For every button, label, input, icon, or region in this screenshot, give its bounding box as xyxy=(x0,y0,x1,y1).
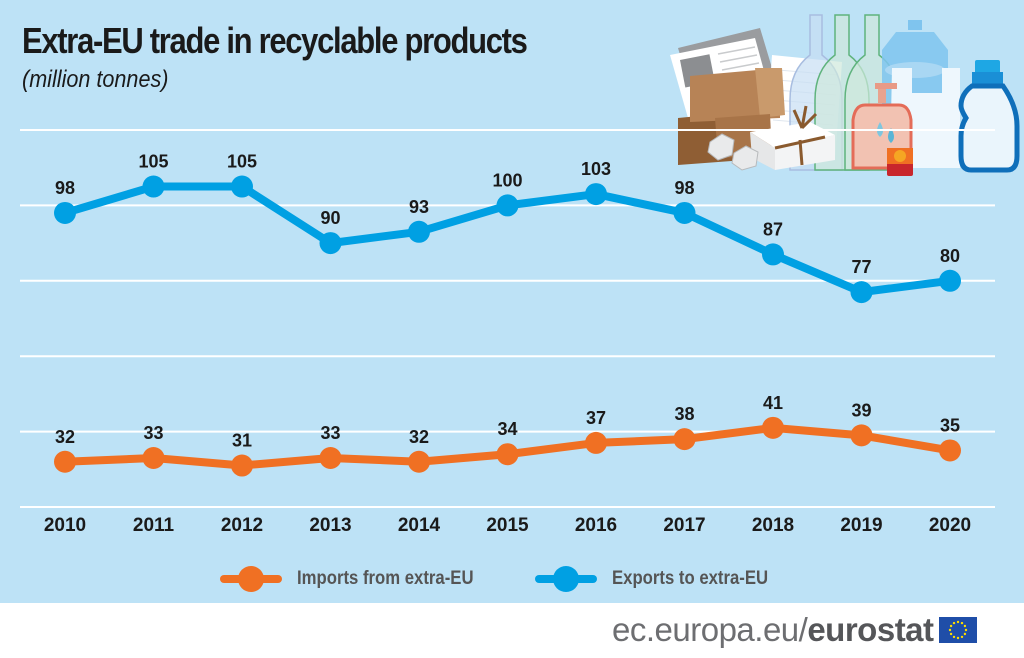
paper-bundle-icon xyxy=(750,105,835,170)
data-label: 77 xyxy=(851,257,871,277)
x-tick-label: 2020 xyxy=(929,515,971,536)
data-point[interactable] xyxy=(408,450,430,473)
data-label: 98 xyxy=(55,178,75,198)
data-label: 80 xyxy=(940,246,960,266)
data-label: 32 xyxy=(55,427,75,447)
footer: ec.europa.eu/eurostat xyxy=(612,610,977,650)
x-tick-label: 2010 xyxy=(44,515,86,536)
chart-title: Extra-EU trade in recyclable products xyxy=(22,20,528,61)
source-brand: eurostat xyxy=(807,611,934,648)
x-axis-tick-labels: 2010 2011 2012 2013 2014 2015 2016 2017 2018 2019… xyxy=(44,515,971,536)
data-point[interactable] xyxy=(54,201,76,224)
x-tick-label: 2011 xyxy=(133,515,175,536)
data-point[interactable] xyxy=(319,232,342,255)
eu-flag-icon xyxy=(938,617,977,643)
data-point[interactable] xyxy=(850,281,873,304)
data-label: 100 xyxy=(492,170,522,190)
data-point[interactable] xyxy=(496,194,519,217)
data-label: 93 xyxy=(409,197,429,217)
data-label: 33 xyxy=(320,423,340,443)
data-point[interactable] xyxy=(762,243,784,266)
data-point[interactable] xyxy=(585,431,607,454)
data-label: 90 xyxy=(320,208,340,228)
data-point[interactable] xyxy=(231,175,253,198)
x-tick-label: 2017 xyxy=(663,515,705,536)
data-label: 87 xyxy=(763,219,783,239)
data-point[interactable] xyxy=(408,220,430,243)
legend-item-exports[interactable]: Exports to extra-EU xyxy=(535,564,789,594)
data-point[interactable] xyxy=(142,446,165,469)
data-point[interactable] xyxy=(142,175,165,198)
x-tick-label: 2015 xyxy=(486,515,529,536)
x-tick-label: 2013 xyxy=(309,515,351,536)
data-point[interactable] xyxy=(585,183,607,206)
data-point[interactable] xyxy=(673,201,696,224)
legend-label-imports: Imports from extra-EU xyxy=(297,568,474,589)
chart-subtitle: (million tonnes) xyxy=(22,66,169,93)
series-exports: 98 105 105 90 93 100 103 98 87 77 80 xyxy=(54,152,961,304)
legend-swatch-exports xyxy=(535,564,597,594)
data-label: 39 xyxy=(851,400,871,420)
data-label: 37 xyxy=(586,408,606,428)
source-link[interactable]: ec.europa.eu/eurostat xyxy=(612,611,934,649)
data-label: 35 xyxy=(940,415,960,435)
data-label: 38 xyxy=(674,404,694,424)
x-tick-label: 2012 xyxy=(221,515,263,536)
data-label: 41 xyxy=(763,393,783,413)
data-point[interactable] xyxy=(231,454,253,477)
x-tick-label: 2016 xyxy=(575,515,617,536)
data-label: 103 xyxy=(581,159,611,179)
data-label: 32 xyxy=(409,427,429,447)
legend-swatch-imports xyxy=(220,564,282,594)
data-label: 105 xyxy=(138,152,168,172)
data-point[interactable] xyxy=(939,269,961,292)
data-point[interactable] xyxy=(673,428,696,451)
data-point[interactable] xyxy=(496,443,519,466)
recyclables-illustration xyxy=(670,14,1020,176)
data-label: 31 xyxy=(232,431,252,451)
data-label: 33 xyxy=(143,423,163,443)
source-url-prefix: ec.europa.eu/ xyxy=(612,611,808,648)
x-tick-label: 2014 xyxy=(398,515,441,536)
crumpled-paper-icon xyxy=(707,133,759,171)
x-tick-label: 2018 xyxy=(752,515,794,536)
data-point[interactable] xyxy=(939,439,961,462)
x-tick-label: 2019 xyxy=(840,515,882,536)
data-point[interactable] xyxy=(319,446,342,469)
data-label: 105 xyxy=(227,152,257,172)
line-chart: 32 33 31 33 32 34 37 38 41 39 35 98 105 105 90 93 100 10… xyxy=(20,129,995,536)
series-imports: 32 33 31 33 32 34 37 38 41 39 35 xyxy=(54,393,961,477)
legend: Imports from extra-EU Exports to extra-E… xyxy=(0,564,1024,594)
data-point[interactable] xyxy=(54,450,76,473)
legend-label-exports: Exports to extra-EU xyxy=(612,568,769,589)
legend-item-imports[interactable]: Imports from extra-EU xyxy=(220,564,498,594)
data-point[interactable] xyxy=(850,424,873,447)
detergent-bottle-icon xyxy=(958,60,1020,173)
data-label: 98 xyxy=(674,178,694,198)
data-point[interactable] xyxy=(762,416,784,439)
data-label: 34 xyxy=(497,419,517,439)
jar-icon xyxy=(887,148,913,176)
